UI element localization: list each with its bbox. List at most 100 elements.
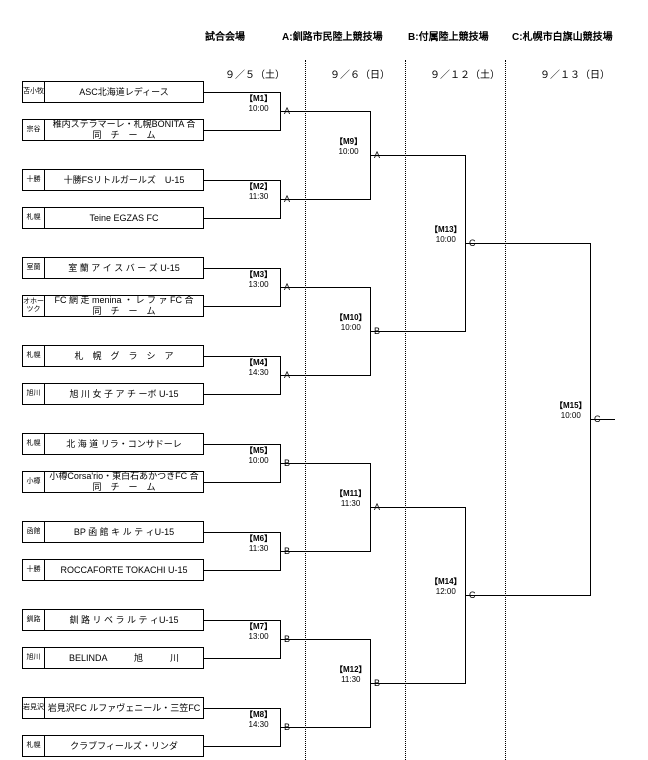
team-row: 旭川旭 川 女 子 ア チ ーボ U-15 [22, 383, 204, 405]
team-name: 小樽Corsa'rio・東白石あかつきFC 合 同 チ ー ム [45, 472, 203, 492]
date-3: ９／１２（土） [430, 66, 500, 81]
match-label: 【M13】10:00 [430, 225, 462, 244]
match-label: 【M15】10:00 [555, 401, 587, 420]
bracket-line [204, 92, 280, 93]
match-venue: B [284, 722, 290, 732]
team-name: ASC北海道レディース [45, 82, 203, 102]
team-region: 岩見沢 [23, 698, 45, 718]
match-venue: C [469, 238, 476, 248]
venue-c: C:札幌市白旗山競技場 [512, 28, 613, 43]
separator [505, 60, 506, 760]
bracket-line [204, 658, 280, 659]
bracket-line [204, 180, 280, 181]
team-region: 釧路 [23, 610, 45, 630]
match-venue: B [374, 326, 380, 336]
team-name: 十勝FSリトルガールズ U-15 [45, 170, 203, 190]
team-name: 北 海 道 リラ・コンサドーレ [45, 434, 203, 454]
team-name: 旭 川 女 子 ア チ ーボ U-15 [45, 384, 203, 404]
bracket-line [490, 595, 590, 596]
bracket-line [204, 746, 280, 747]
team-row: 札幌クラブフィールズ・リンダ [22, 735, 204, 757]
bracket-line [204, 444, 280, 445]
separator [305, 60, 306, 760]
match-label: 【M2】11:30 [245, 182, 272, 201]
team-row: 旭川BELINDA 旭 川 [22, 647, 204, 669]
match-label: 【M5】10:00 [245, 446, 272, 465]
match-label: 【M9】10:00 [335, 137, 362, 156]
date-4: ９／１３（日） [540, 66, 610, 81]
bracket-line [395, 507, 465, 508]
bracket-line [395, 331, 465, 332]
venue-a: A:釧路市民陸上競技場 [282, 28, 383, 43]
match-venue: A [284, 106, 290, 116]
team-name: クラブフィールズ・リンダ [45, 736, 203, 756]
bracket-line [204, 620, 280, 621]
team-region: 室蘭 [23, 258, 45, 278]
match-label: 【M10】10:00 [335, 313, 367, 332]
team-region: 札幌 [23, 736, 45, 756]
bracket-line [204, 394, 280, 395]
bracket-line [305, 287, 370, 288]
bracket-line [204, 268, 280, 269]
bracket-line [305, 727, 370, 728]
team-name: FC 網 走 menina ・ レ フ ァ FC 合 同 チ ー ム [45, 296, 203, 316]
team-name: BELINDA 旭 川 [45, 648, 203, 668]
match-venue: C [594, 414, 601, 424]
team-row: 宗谷稚内ステラマーレ・札幌BONITA 合 同 チ ー ム [22, 119, 204, 141]
team-region: 札幌 [23, 346, 45, 366]
bracket-line [204, 532, 280, 533]
team-name: 釧 路 リ ベ ラ ル テ ィU-15 [45, 610, 203, 630]
team-row: オホーツクFC 網 走 menina ・ レ フ ァ FC 合 同 チ ー ム [22, 295, 204, 317]
team-region: 旭川 [23, 384, 45, 404]
team-row: 十勝ROCCAFORTE TOKACHI U-15 [22, 559, 204, 581]
bracket-line [305, 639, 370, 640]
bracket-line [204, 306, 280, 307]
match-venue: C [469, 590, 476, 600]
match-label: 【M7】13:00 [245, 622, 272, 641]
team-name: ROCCAFORTE TOKACHI U-15 [45, 560, 203, 580]
match-venue: A [284, 194, 290, 204]
team-region: 函館 [23, 522, 45, 542]
team-row: 十勝十勝FSリトルガールズ U-15 [22, 169, 204, 191]
team-row: 室蘭室 蘭 ア イ ス バ ー ズ U-15 [22, 257, 204, 279]
match-label: 【M1】10:00 [245, 94, 272, 113]
team-name: 札 幌 グ ラ シ ア [45, 346, 203, 366]
team-region: 苫小牧 [23, 82, 45, 102]
bracket-line [395, 683, 465, 684]
match-label: 【M11】11:30 [335, 489, 366, 508]
team-row: 小樽小樽Corsa'rio・東白石あかつきFC 合 同 チ ー ム [22, 471, 204, 493]
team-row: 函館BP 函 館 キ ル テ ィU-15 [22, 521, 204, 543]
team-row: 札幌北 海 道 リラ・コンサドーレ [22, 433, 204, 455]
team-region: 旭川 [23, 648, 45, 668]
bracket-line [204, 482, 280, 483]
bracket-line [305, 199, 370, 200]
bracket-line [204, 218, 280, 219]
team-region: 十勝 [23, 560, 45, 580]
team-name: 岩見沢FC ルファヴェニール・三笠FC [45, 698, 203, 718]
bracket-line [204, 570, 280, 571]
date-2: ９／６（日） [330, 66, 390, 81]
match-venue: A [284, 370, 290, 380]
venue-header: 試合会場 [205, 28, 245, 43]
team-region: 宗谷 [23, 120, 45, 140]
match-venue: A [374, 150, 380, 160]
match-label: 【M12】11:30 [335, 665, 367, 684]
bracket-line [305, 551, 370, 552]
bracket-line [305, 375, 370, 376]
team-region: 札幌 [23, 434, 45, 454]
team-row: 釧路釧 路 リ ベ ラ ル テ ィU-15 [22, 609, 204, 631]
bracket-line [204, 130, 280, 131]
team-row: 岩見沢岩見沢FC ルファヴェニール・三笠FC [22, 697, 204, 719]
team-region: 札幌 [23, 208, 45, 228]
match-venue: B [284, 634, 290, 644]
bracket-line [305, 111, 370, 112]
bracket-line [305, 463, 370, 464]
bracket-line [204, 356, 280, 357]
match-venue: B [284, 546, 290, 556]
match-venue: A [284, 282, 290, 292]
separator [405, 60, 406, 760]
team-name: Teine EGZAS FC [45, 208, 203, 228]
match-venue: A [374, 502, 380, 512]
bracket-line [204, 708, 280, 709]
team-row: 苫小牧ASC北海道レディース [22, 81, 204, 103]
